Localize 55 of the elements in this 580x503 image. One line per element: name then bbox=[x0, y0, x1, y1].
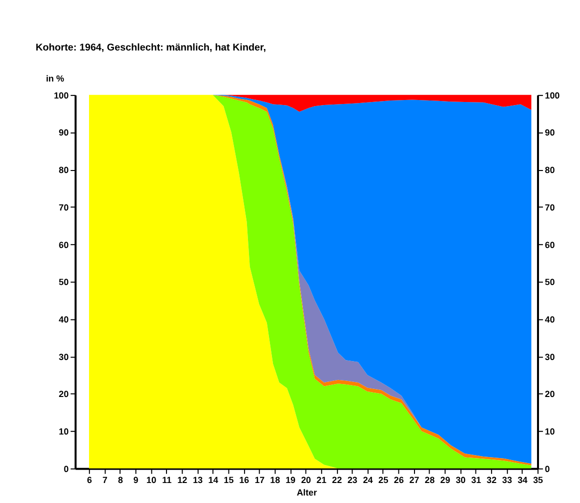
x-tick-label: 33 bbox=[502, 474, 512, 485]
x-tick-label: 23 bbox=[347, 474, 358, 485]
x-tick-label: 27 bbox=[409, 474, 420, 485]
x-tick-label: 19 bbox=[286, 474, 296, 485]
x-tick-label: 26 bbox=[394, 474, 404, 485]
x-tick-label: 14 bbox=[208, 474, 218, 485]
y2-tick-label: 60 bbox=[544, 240, 555, 250]
x-tick-label: 24 bbox=[362, 474, 373, 485]
y-tick-label: 40 bbox=[58, 314, 69, 324]
x-tick-label: 9 bbox=[133, 474, 138, 485]
x-tick-label: 13 bbox=[192, 474, 203, 485]
x-tick-label: 31 bbox=[471, 474, 482, 485]
y-tick-label: 50 bbox=[58, 277, 69, 288]
y2-tick-label: 0 bbox=[544, 464, 550, 474]
x-tick-label: 10 bbox=[146, 474, 156, 485]
y2-tick-label: 10 bbox=[544, 426, 555, 437]
x-tick-label: 25 bbox=[378, 474, 388, 485]
x-tick-label: 17 bbox=[254, 474, 265, 485]
y2-tick-label: 50 bbox=[544, 277, 555, 288]
chart-title: Kohorte: 1964, Geschlecht: männlich, hat Kinder, bbox=[36, 42, 266, 54]
x-tick-label: 32 bbox=[486, 474, 497, 485]
x-tick-label: 21 bbox=[316, 474, 326, 485]
x-tick-label: 34 bbox=[518, 474, 528, 485]
x-tick-label: 35 bbox=[533, 474, 544, 485]
y2-tick-label: 100 bbox=[544, 90, 560, 100]
x-tick-label: 28 bbox=[424, 474, 435, 485]
y-tick-label: 20 bbox=[58, 389, 69, 400]
y-tick-label: 70 bbox=[58, 202, 69, 212]
x-tick-label: 20 bbox=[301, 474, 312, 485]
x-tick-label: 12 bbox=[177, 474, 188, 485]
y-tick-label: 30 bbox=[58, 352, 69, 362]
y2-tick-label: 40 bbox=[544, 314, 555, 324]
y-tick-label: 10 bbox=[58, 426, 69, 437]
y-tick-label: 80 bbox=[58, 165, 69, 176]
y-tick-label: 100 bbox=[54, 90, 69, 100]
x-tick-label: 7 bbox=[102, 474, 108, 485]
y-axis-title: in % bbox=[46, 74, 64, 84]
x-tick-label: 8 bbox=[118, 474, 123, 485]
y-tick-label: 0 bbox=[64, 464, 69, 474]
x-axis-title: Alter bbox=[296, 488, 318, 498]
x-tick-label: 29 bbox=[440, 474, 450, 485]
x-tick-label: 11 bbox=[162, 474, 172, 485]
x-tick-label: 15 bbox=[224, 474, 234, 485]
y-tick-label: 60 bbox=[58, 240, 69, 250]
y2-tick-label: 80 bbox=[544, 165, 555, 176]
x-tick-label: 6 bbox=[87, 474, 92, 485]
y2-tick-label: 20 bbox=[544, 389, 555, 400]
x-tick-label: 30 bbox=[456, 474, 466, 485]
y2-tick-label: 70 bbox=[544, 202, 555, 212]
x-tick-label: 18 bbox=[270, 474, 280, 485]
x-tick-label: 16 bbox=[239, 474, 250, 485]
x-tick-label: 22 bbox=[332, 474, 342, 485]
y-tick-label: 90 bbox=[58, 128, 69, 138]
y2-tick-label: 30 bbox=[544, 352, 555, 362]
y2-tick-label: 90 bbox=[544, 128, 555, 138]
